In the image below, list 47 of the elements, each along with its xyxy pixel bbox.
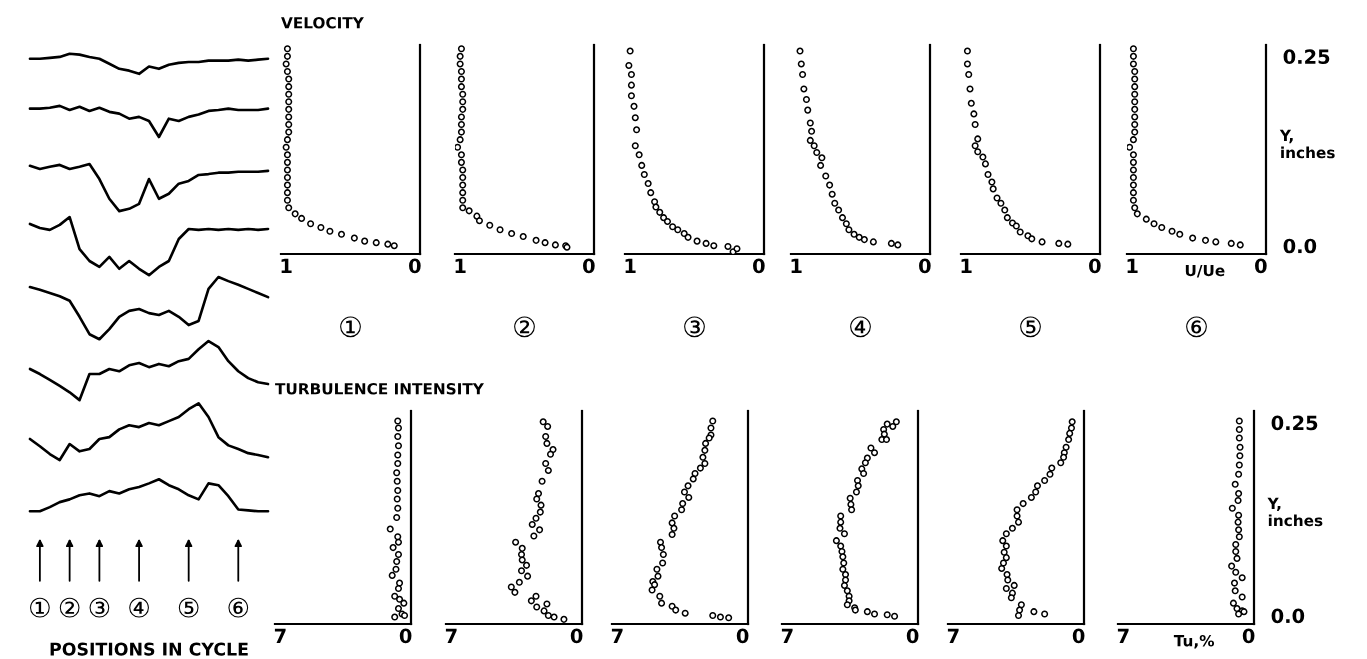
x-tick-label: ⑥ (228, 597, 249, 618)
x-tick-label: 1 (625, 258, 636, 273)
x-tick-label: 0 (736, 628, 749, 644)
y-tick-label: 0.0 (1271, 608, 1305, 624)
x-tick-label: 0 (399, 628, 412, 644)
x-axis-title: Tu,% (1173, 634, 1215, 649)
x-axis-title: U/Ue (1185, 264, 1225, 278)
x-tick-label: ⑤ (178, 597, 199, 618)
x-tick-label: 7 (1117, 628, 1129, 643)
x-tick-label: 0 (906, 628, 919, 644)
x-tick-label: 1 (791, 258, 802, 273)
x-tick-label: 7 (947, 628, 959, 643)
x-tick-label: 1 (1127, 258, 1138, 273)
x-tick-label: ④ (129, 597, 149, 618)
x-tick-label: ① (30, 597, 50, 618)
y-tick-label: 0.25 (1283, 49, 1330, 65)
x-tick-label: 1 (455, 258, 466, 273)
y-axis-title: Y, inches (1267, 497, 1323, 527)
text: ② (514, 316, 535, 338)
x-tick-label: 0 (919, 258, 931, 274)
x-tick-label: 7 (611, 628, 623, 643)
y-tick-label: 0.25 (1271, 415, 1318, 431)
x-tick-label: 0 (583, 258, 595, 274)
chart-title: TURBULENCE INTENSITY (275, 382, 484, 395)
x-tick-label: 7 (781, 628, 793, 643)
text: ① (340, 316, 361, 338)
chart-title: VELOCITY (281, 16, 364, 29)
x-tick-label: 0 (753, 258, 765, 274)
x-tick-label: 1 (961, 258, 972, 273)
y-tick-label: 0.0 (1283, 238, 1317, 254)
text: ④ (850, 316, 871, 338)
x-tick-label: 0 (1242, 628, 1255, 644)
x-tick-label: ② (59, 597, 80, 618)
x-tick-label: ③ (89, 597, 110, 618)
text: ⑥ (1186, 316, 1207, 338)
y-axis-title: Y, inches (1279, 129, 1335, 159)
x-tick-label: 1 (281, 258, 292, 273)
x-tick-label: 7 (445, 628, 457, 643)
x-tick-label: 0 (1089, 258, 1101, 274)
x-axis-title: POSITIONS IN CYCLE (50, 642, 248, 656)
x-tick-label: 0 (1072, 628, 1085, 644)
x-tick-label: 0 (570, 628, 583, 644)
text: ③ (684, 316, 705, 338)
x-tick-label: 7 (274, 628, 286, 643)
text: ⑤ (1020, 316, 1041, 338)
x-tick-label: 0 (409, 258, 421, 274)
x-tick-label: 0 (1255, 258, 1267, 274)
